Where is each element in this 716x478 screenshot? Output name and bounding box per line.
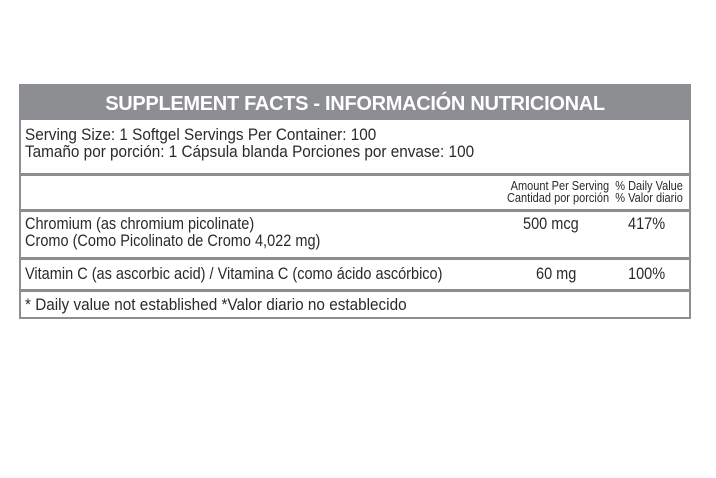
amount-header-es: Cantidad por porción <box>507 191 610 205</box>
nutrient-dv: 100% <box>628 265 666 283</box>
serving-size-en: Serving Size: 1 Softgel Servings Per Con… <box>25 125 377 144</box>
amount-header-en: Amount Per Serving <box>510 179 610 193</box>
supplement-facts-panel: SUPPLEMENT FACTS - INFORMACIÓN NUTRICION… <box>19 84 691 319</box>
dv-header-es: % Valor diario <box>615 191 683 205</box>
column-header-en: Amount Per Serving % Daily Value <box>507 179 683 193</box>
divider <box>21 209 689 212</box>
nutrient-amount: 500 mcg <box>523 215 579 233</box>
divider <box>21 257 689 260</box>
divider <box>21 289 689 292</box>
dv-header-en: % Daily Value <box>615 179 683 193</box>
serving-size-es: Tamaño por porción: 1 Cápsula blanda Por… <box>25 142 475 161</box>
panel-title: SUPPLEMENT FACTS - INFORMACIÓN NUTRICION… <box>21 86 689 120</box>
nutrient-name-en: Chromium (as chromium picolinate) <box>25 215 255 233</box>
column-headers: Amount Per Serving % Daily Value Cantida… <box>483 179 683 205</box>
nutrient-dv: 417% <box>628 215 666 233</box>
footnote: * Daily value not established *Valor dia… <box>25 295 407 314</box>
nutrient-name-es: Cromo (Como Picolinato de Cromo 4,022 mg… <box>25 232 321 250</box>
divider <box>21 173 689 176</box>
column-header-es: Cantidad por porción % Valor diario <box>507 191 683 205</box>
nutrient-name: Vitamin C (as ascorbic acid) / Vitamina … <box>25 265 443 283</box>
nutrient-amount: 60 mg <box>536 265 577 283</box>
